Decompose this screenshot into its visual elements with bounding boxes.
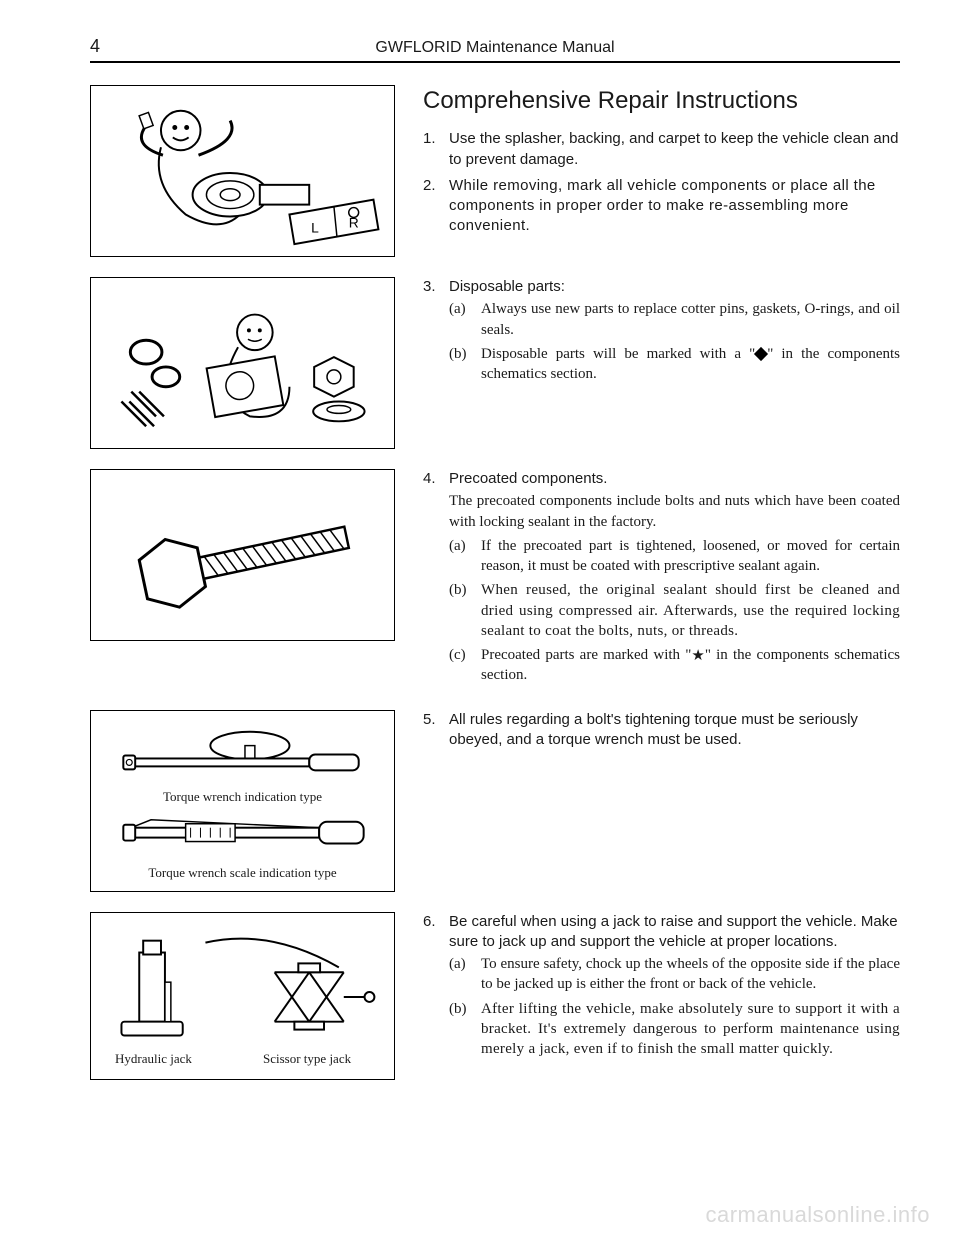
item-6a-text: To ensure safety, chock up the wheels of… (481, 954, 900, 995)
watermark: carmanualsonline.info (705, 1202, 930, 1228)
text-block-2: Disposable parts: Always use new parts t… (423, 277, 900, 394)
item-6b-text: After lifting the vehicle, make absolute… (481, 999, 900, 1060)
item-4c-pre: Precoated parts are marked with " (481, 647, 691, 663)
item-3-lead: Disposable parts: (449, 278, 565, 295)
item-4b: When reused, the original sealant should… (449, 580, 900, 641)
page: 4 GWFLORID Maintenance Manual (0, 0, 960, 1242)
item-4-lead: Precoated components. (449, 470, 607, 487)
item-4a: If the precoated part is tightened, loos… (449, 536, 900, 577)
figure-marking-parts: L R (90, 85, 395, 257)
item-5: All rules regarding a bolt's tightening … (423, 710, 900, 751)
item-4: Precoated components. The precoated comp… (423, 469, 900, 690)
manual-title: GWFLORID Maintenance Manual (90, 39, 900, 57)
tray-label-l: L (311, 219, 319, 235)
item-6-lead: Be careful when using a jack to raise an… (449, 913, 898, 950)
item-1: Use the splasher, backing, and carpet to… (423, 129, 900, 170)
item-3b-pre: Disposable parts will be marked with a " (481, 346, 755, 362)
item-5-text: All rules regarding a bolt's tightening … (449, 710, 900, 751)
figure-precoated-bolt (90, 469, 395, 641)
item-6b: After lifting the vehicle, make absolute… (449, 999, 900, 1060)
figure-disposable-parts (90, 277, 395, 449)
caption-scissor-jack: Scissor type jack (263, 1051, 351, 1067)
figure-jacks: Hydraulic jack Scissor type jack (90, 912, 395, 1080)
item-3: Disposable parts: Always use new parts t… (423, 277, 900, 388)
text-block-5: Be careful when using a jack to raise an… (423, 912, 900, 1070)
item-2-text: While removing, mark all vehicle compone… (449, 176, 900, 237)
text-block-4: All rules regarding a bolt's tightening … (423, 710, 900, 757)
row-2: Disposable parts: Always use new parts t… (90, 277, 900, 449)
row-4: Torque wrench indication type Torque wre… (90, 710, 900, 892)
item-4c-text: Precoated parts are marked with "★" in t… (481, 645, 900, 686)
caption-torque-scale: Torque wrench scale indication type (91, 865, 394, 881)
item-3a-text: Always use new parts to replace cotter p… (481, 299, 900, 340)
row-1: L R Comprehensive Repair Instructions Us… (90, 85, 900, 257)
section-title: Comprehensive Repair Instructions (423, 85, 900, 117)
item-2: While removing, mark all vehicle compone… (423, 176, 900, 237)
item-6a: To ensure safety, chock up the wheels of… (449, 954, 900, 995)
item-6: Be careful when using a jack to raise an… (423, 912, 900, 1064)
item-4c: Precoated parts are marked with "★" in t… (449, 645, 900, 686)
row-3: Precoated components. The precoated comp… (90, 469, 900, 696)
caption-hydraulic-jack: Hydraulic jack (115, 1051, 192, 1067)
item-4b-text: When reused, the original sealant should… (481, 580, 900, 641)
text-block-3: Precoated components. The precoated comp… (423, 469, 900, 696)
row-5: Hydraulic jack Scissor type jack Be care… (90, 912, 900, 1080)
item-4-intro: The precoated components include bolts a… (449, 491, 900, 532)
star-icon: ★ (691, 649, 704, 664)
page-header: 4 GWFLORID Maintenance Manual (90, 36, 900, 63)
caption-torque-indication: Torque wrench indication type (91, 789, 394, 805)
content: L R Comprehensive Repair Instructions Us… (90, 85, 900, 1080)
item-3a: Always use new parts to replace cotter p… (449, 299, 900, 340)
item-3b-text: Disposable parts will be marked with a "… (481, 344, 900, 385)
figure-torque-wrench: Torque wrench indication type Torque wre… (90, 710, 395, 892)
item-4a-text: If the precoated part is tightened, loos… (481, 536, 900, 577)
item-3b: Disposable parts will be marked with a "… (449, 344, 900, 385)
text-block-1: Comprehensive Repair Instructions Use th… (423, 85, 900, 243)
item-1-text: Use the splasher, backing, and carpet to… (449, 129, 900, 170)
